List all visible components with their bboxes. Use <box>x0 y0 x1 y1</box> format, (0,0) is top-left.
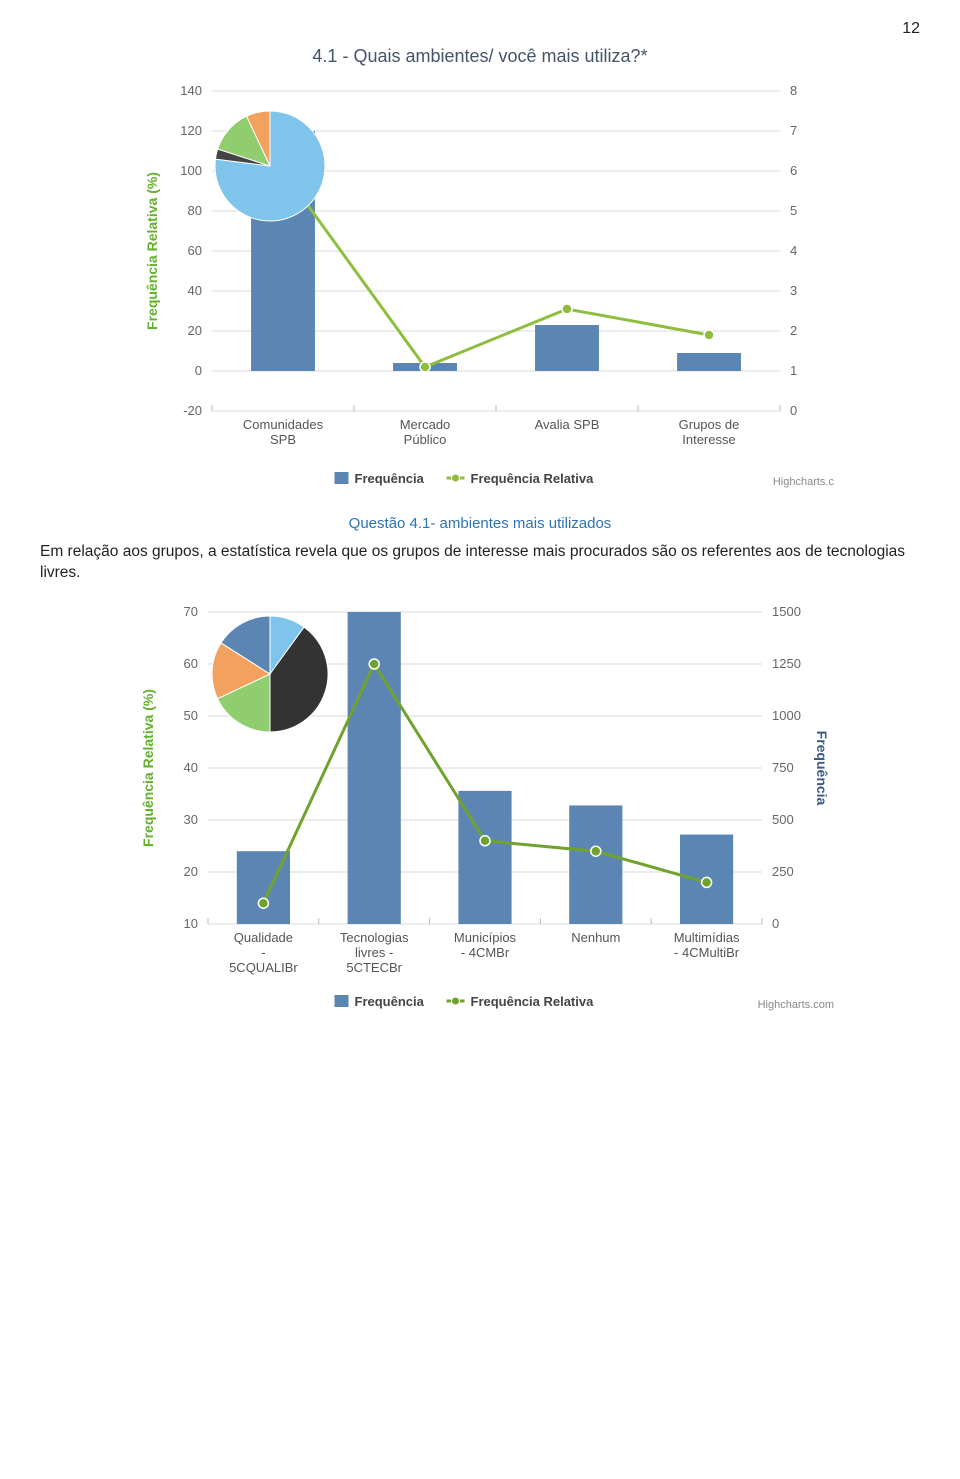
chart-1-svg: -20 0 20 40 60 80 100 120 140 0 1 2 3 4 5 6 7 8 Frequência… <box>120 81 840 501</box>
y-right-tick: 1500 <box>772 604 801 619</box>
category-label: Municípios <box>454 930 517 945</box>
y-right-tick: 1 <box>790 363 797 378</box>
y-left-tick: 20 <box>188 323 202 338</box>
chart-credit: Highcharts.com <box>758 999 834 1011</box>
legend-label: Frequência Relativa <box>471 471 595 486</box>
line-marker <box>562 304 572 314</box>
y-right-tick: 0 <box>790 403 797 418</box>
bar <box>677 353 741 371</box>
legend-label: Frequência Relativa <box>471 994 595 1009</box>
category-label: Multimídias <box>674 930 740 945</box>
line-marker <box>702 877 712 887</box>
y-left-tick: 50 <box>184 708 198 723</box>
legend-swatch <box>335 472 349 484</box>
category-label: livres - <box>355 945 393 960</box>
line-marker <box>420 362 430 372</box>
y-right-tick: 7 <box>790 123 797 138</box>
category-label: Qualidade <box>234 930 293 945</box>
y-left-tick: 10 <box>184 916 198 931</box>
y-right-tick: 0 <box>772 916 779 931</box>
y-right-label: Frequência <box>814 730 830 805</box>
y-left-tick: 0 <box>195 363 202 378</box>
category-label: Avalia SPB <box>535 417 600 432</box>
y-right-tick: 4 <box>790 243 797 258</box>
y-left-tick: 60 <box>184 656 198 671</box>
category-label: Interesse <box>682 432 735 447</box>
legend-marker-icon <box>452 997 460 1005</box>
y-right-tick: 1000 <box>772 708 801 723</box>
y-right-tick: 6 <box>790 163 797 178</box>
line-marker <box>480 836 490 846</box>
line-marker <box>369 659 379 669</box>
y-right-tick: 1250 <box>772 656 801 671</box>
y-left-tick: 80 <box>188 203 202 218</box>
chart-2-svg: 10 20 30 40 50 60 70 0 250 500 750 1000 1250 1500 Freq… <box>120 604 840 1024</box>
chart-credit: Highcharts.c <box>773 476 835 488</box>
y-left-tick: 40 <box>188 283 202 298</box>
y-left-label: Frequência Relativa (%) <box>144 172 160 330</box>
y-right-tick: 750 <box>772 760 794 775</box>
bar <box>569 805 622 924</box>
legend-swatch <box>335 995 349 1007</box>
y-left-tick: 30 <box>184 812 198 827</box>
body-paragraph: Em relação aos grupos, a estatística rev… <box>40 542 920 584</box>
y-left-tick: 20 <box>184 864 198 879</box>
line-marker <box>258 898 268 908</box>
y-right-tick: 5 <box>790 203 797 218</box>
category-label: - 4CMultiBr <box>674 945 740 960</box>
bar <box>535 325 599 371</box>
category-label: Tecnologias <box>340 930 409 945</box>
chart-1-title: 4.1 - Quais ambientes/ você mais utiliza… <box>40 46 920 67</box>
y-left-tick: 70 <box>184 604 198 619</box>
line-marker <box>704 330 714 340</box>
category-label: Público <box>404 432 447 447</box>
y-right-tick: 3 <box>790 283 797 298</box>
caption-1: Questão 4.1- ambientes mais utilizados <box>40 515 920 532</box>
category-label: 5CTECBr <box>346 960 402 975</box>
y-left-tick: 40 <box>184 760 198 775</box>
category-label: - <box>261 945 265 960</box>
y-left-tick: -20 <box>183 403 202 418</box>
category-label: Grupos de <box>679 417 740 432</box>
legend-marker-icon <box>452 474 460 482</box>
chart-2-container: 10 20 30 40 50 60 70 0 250 500 750 1000 1250 1500 Freq… <box>40 604 920 1024</box>
y-left-tick: 100 <box>180 163 202 178</box>
page-number: 12 <box>40 20 920 38</box>
legend-label: Frequência <box>355 471 425 486</box>
category-label: Nenhum <box>571 930 620 945</box>
category-label: Mercado <box>400 417 451 432</box>
line-marker <box>591 846 601 856</box>
y-right-tick: 2 <box>790 323 797 338</box>
y-right-tick: 250 <box>772 864 794 879</box>
legend-label: Frequência <box>355 994 425 1009</box>
y-right-tick: 8 <box>790 83 797 98</box>
y-right-tick: 500 <box>772 812 794 827</box>
y-left-tick: 60 <box>188 243 202 258</box>
y-left-label: Frequência Relativa (%) <box>140 689 156 847</box>
category-label: SPB <box>270 432 296 447</box>
category-label: Comunidades <box>243 417 324 432</box>
category-label: 5CQUALIBr <box>229 960 298 975</box>
line-series <box>283 171 709 367</box>
y-left-tick: 140 <box>180 83 202 98</box>
chart-1-container: 4.1 - Quais ambientes/ você mais utiliza… <box>40 46 920 501</box>
y-left-tick: 120 <box>180 123 202 138</box>
category-label: - 4CMBr <box>461 945 510 960</box>
